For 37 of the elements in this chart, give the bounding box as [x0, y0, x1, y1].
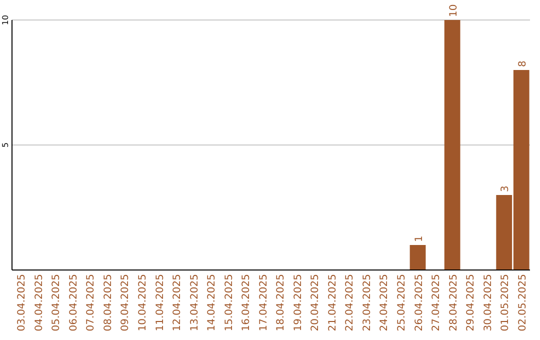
x-tick-label: 07.04.2025: [86, 274, 97, 332]
x-tick-label: 25.04.2025: [396, 274, 408, 332]
x-tick-label: 29.04.2025: [466, 274, 477, 332]
x-tick-label: 03.04.2025: [16, 274, 28, 332]
x-tick-label: 02.05.2025: [517, 274, 528, 332]
x-tick-label: 13.04.2025: [189, 274, 200, 332]
data-label: 8: [517, 60, 528, 67]
x-tick-label: 09.04.2025: [120, 274, 132, 332]
x-tick-label: 20.04.2025: [310, 274, 322, 332]
x-tick-label: 19.04.2025: [292, 274, 304, 332]
x-tick-label: 08.04.2025: [102, 274, 114, 332]
x-tick-label: 14.04.2025: [206, 274, 218, 332]
x-tick-label: 04.04.2025: [34, 274, 45, 332]
x-tick-label: 15.04.2025: [224, 274, 235, 332]
x-tick-label: 06.04.2025: [68, 274, 80, 332]
x-tick-label: 17.04.2025: [258, 274, 270, 332]
x-tick-label: 27.04.2025: [431, 274, 442, 332]
x-tick-label: 23.04.2025: [362, 274, 373, 332]
data-label: 3: [500, 186, 512, 192]
x-tick-label: 01.05.2025: [500, 274, 512, 332]
x-tick-label: 16.04.2025: [241, 274, 252, 332]
x-tick-label: 21.04.2025: [327, 274, 338, 332]
x-tick-label: 12.04.2025: [172, 274, 184, 332]
x-tick-label: 05.04.2025: [51, 274, 62, 332]
x-tick-label: 18.04.2025: [276, 274, 287, 332]
bar: [444, 20, 460, 270]
x-tick-label: 28.04.2025: [448, 274, 460, 332]
y-tick-label: 5: [1, 142, 10, 148]
x-tick-label: 30.04.2025: [482, 274, 494, 332]
x-tick-label: 11.04.2025: [154, 274, 166, 332]
x-tick-label: 22.04.2025: [344, 274, 356, 332]
x-tick-label: 26.04.2025: [414, 274, 425, 332]
x-tick-label: 24.04.2025: [379, 274, 390, 332]
data-label: 1: [414, 236, 425, 242]
data-label: 10: [448, 4, 460, 17]
x-tick-label: 10.04.2025: [138, 274, 148, 332]
bar: [410, 245, 426, 270]
